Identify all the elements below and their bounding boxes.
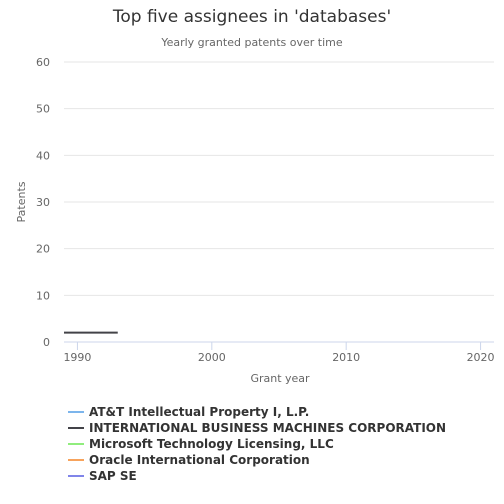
legend-swatch xyxy=(68,427,84,429)
legend-label: AT&T Intellectual Property I, L.P. xyxy=(89,405,309,419)
legend-item[interactable]: Microsoft Technology Licensing, LLC xyxy=(68,436,446,452)
x-tick-label: 2010 xyxy=(332,351,360,364)
legend-label: Oracle International Corporation xyxy=(89,453,310,467)
legend-label: INTERNATIONAL BUSINESS MACHINES CORPORAT… xyxy=(89,421,446,435)
y-tick-label: 0 xyxy=(43,336,50,349)
legend-swatch xyxy=(68,459,84,461)
line-chart: 0 10 20 30 40 50 60 1990 2000 2010 2020 Patents G… xyxy=(0,0,504,400)
gridlines xyxy=(64,62,494,350)
legend-swatch xyxy=(68,475,84,477)
legend-label: SAP SE xyxy=(89,469,137,483)
y-tick-label: 20 xyxy=(36,243,50,256)
x-tick-label: 1990 xyxy=(63,351,91,364)
x-tick-label: 2020 xyxy=(467,351,495,364)
y-tick-label: 30 xyxy=(36,196,50,209)
legend-swatch xyxy=(68,443,84,445)
legend-item[interactable]: Oracle International Corporation xyxy=(68,452,446,468)
y-tick-label: 60 xyxy=(36,56,50,69)
x-tick-label: 2000 xyxy=(198,351,226,364)
legend-swatch xyxy=(68,411,84,413)
legend-item[interactable]: INTERNATIONAL BUSINESS MACHINES CORPORAT… xyxy=(68,420,446,436)
legend-item[interactable]: SAP SE xyxy=(68,468,446,484)
legend-label: Microsoft Technology Licensing, LLC xyxy=(89,437,334,451)
y-tick-labels: 0 10 20 30 40 50 60 xyxy=(36,56,50,349)
y-axis-label: Patents xyxy=(15,181,28,222)
x-axis-label: Grant year xyxy=(250,372,310,385)
y-tick-label: 40 xyxy=(36,149,50,162)
y-tick-label: 50 xyxy=(36,103,50,116)
x-tick-labels: 1990 2000 2010 2020 xyxy=(63,351,494,364)
chart-legend: AT&T Intellectual Property I, L.P. INTERN… xyxy=(68,404,446,484)
y-tick-label: 10 xyxy=(36,289,50,302)
legend-item[interactable]: AT&T Intellectual Property I, L.P. xyxy=(68,404,446,420)
